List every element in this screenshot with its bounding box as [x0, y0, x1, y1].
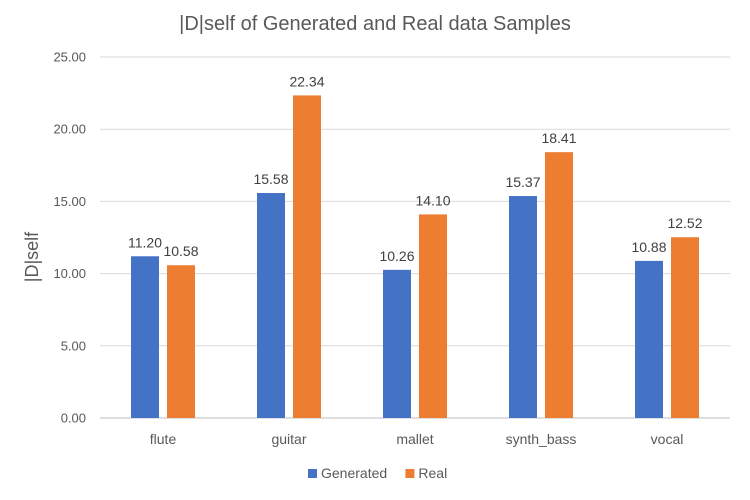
- data-label: 11.20: [128, 234, 162, 250]
- y-tick-label: 25.00: [53, 50, 86, 65]
- x-category-label: mallet: [396, 431, 433, 447]
- y-axis-title: |D|self: [22, 231, 42, 282]
- y-tick-label: 5.00: [61, 338, 86, 353]
- bar-real-flute: [167, 265, 195, 418]
- data-label: 10.58: [163, 243, 198, 259]
- data-label: 18.41: [541, 130, 576, 146]
- bar-generated-synth_bass: [509, 196, 537, 418]
- y-tick-label: 15.00: [53, 194, 86, 209]
- data-label: 10.26: [379, 248, 414, 264]
- bar-generated-flute: [131, 256, 159, 418]
- data-label: 22.34: [289, 73, 324, 89]
- data-label: 14.10: [415, 192, 450, 208]
- bar-generated-mallet: [383, 269, 411, 418]
- legend-label-real: Real: [418, 465, 447, 481]
- y-tick-label: 20.00: [53, 122, 86, 137]
- y-tick-label: 0.00: [61, 411, 86, 426]
- legend: Generated Real: [308, 465, 447, 481]
- data-label: 15.37: [505, 174, 540, 190]
- data-label: 15.58: [253, 171, 288, 187]
- legend-label-generated: Generated: [321, 465, 387, 481]
- x-category-label: vocal: [651, 431, 684, 447]
- bar-real-guitar: [293, 95, 321, 418]
- legend-swatch-generated: [308, 469, 317, 478]
- bars: [131, 95, 699, 418]
- x-category-label: flute: [150, 431, 177, 447]
- bar-real-mallet: [419, 214, 447, 418]
- bar-generated-vocal: [635, 260, 663, 418]
- gridlines: [100, 56, 730, 419]
- y-tick-label: 10.00: [53, 266, 86, 281]
- chart-title: |D|self of Generated and Real data Sampl…: [179, 13, 571, 35]
- bar-real-synth_bass: [545, 152, 573, 418]
- bar-real-vocal: [671, 237, 699, 418]
- x-axis-categories: flute guitar mallet synth_bass vocal: [150, 431, 684, 447]
- data-label: 10.88: [631, 239, 666, 255]
- data-label: 12.52: [667, 215, 702, 231]
- y-axis-ticks: 0.00 5.00 10.00 15.00 20.00 25.00: [53, 50, 86, 426]
- legend-swatch-real: [405, 469, 415, 478]
- x-category-label: guitar: [271, 431, 306, 447]
- x-category-label: synth_bass: [506, 431, 577, 447]
- bar-generated-guitar: [257, 193, 285, 418]
